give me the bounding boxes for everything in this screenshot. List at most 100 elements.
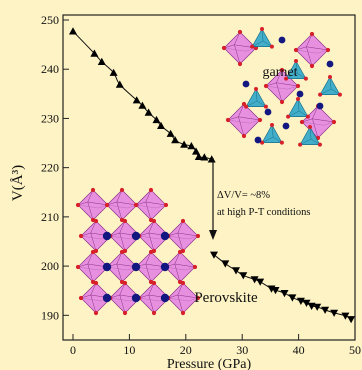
oxygen-atom: [286, 114, 291, 119]
x-tick-label: 30: [236, 343, 248, 357]
garnet-data-point: [132, 96, 141, 104]
perovskite-data-point: [313, 303, 322, 311]
polyhedron-edge: [77, 201, 109, 206]
polyhedron-edge: [106, 201, 138, 206]
oxygen-atom: [93, 218, 99, 224]
polyhedron-edge: [245, 100, 258, 107]
perovskite-data-point: [221, 260, 230, 268]
oxygen-atom: [104, 202, 110, 208]
oxygen-atom: [254, 87, 258, 91]
garnet-data-point: [97, 57, 106, 65]
polyhedron: [299, 126, 321, 145]
cation-atom: [160, 262, 170, 272]
oxygen-atom: [309, 63, 315, 69]
polyhedron-edge: [285, 72, 298, 79]
oxygen-atom: [90, 187, 96, 193]
perovskite-data-point: [271, 287, 280, 295]
oxygen-atom: [151, 310, 157, 316]
y-tick-label: 210: [41, 210, 59, 224]
oxygen-atom: [119, 187, 125, 193]
garnet-data-point: [115, 80, 124, 88]
cation-atom: [131, 262, 141, 272]
oxygen-atom: [303, 76, 308, 81]
y-tick-label: 200: [41, 259, 59, 273]
perovskite-data-point: [302, 299, 311, 307]
garnet-data-point: [194, 152, 203, 160]
oxygen-atom: [195, 295, 201, 301]
polyhedron-edge: [301, 118, 335, 123]
y-axis-title: V(Å³): [10, 165, 26, 201]
oxygen-atom: [244, 104, 249, 109]
cation-atom: [131, 231, 141, 241]
oxygen-atom: [221, 45, 227, 51]
polyhedron-edge: [227, 119, 261, 124]
oxygen-atom: [263, 83, 269, 89]
oxygen-atom: [253, 45, 259, 51]
polyhedron: [135, 189, 167, 221]
x-tick-label: 50: [349, 343, 361, 357]
oxygen-atom: [122, 310, 128, 316]
oxygen-atom: [299, 119, 305, 125]
garnet-data-point: [192, 147, 200, 155]
oxygen-atom: [133, 202, 139, 208]
garnet-data-point: [166, 129, 175, 137]
cation-atom: [254, 136, 262, 144]
perovskite-structure-image: [75, 187, 201, 316]
y-tick-label: 190: [41, 308, 59, 322]
oxygen-atom: [177, 249, 183, 255]
garnet-data-point: [144, 108, 153, 116]
polyhedron-edge: [167, 294, 199, 299]
perovskite-data-point: [210, 251, 218, 259]
garnet-data-point: [171, 136, 180, 144]
cation-atom: [296, 90, 304, 98]
polyhedron-edge: [295, 49, 329, 54]
oxygen-atom: [75, 202, 81, 208]
garnet-data-point: [180, 140, 189, 148]
oxygen-atom: [337, 92, 342, 97]
polyhedron-edge: [164, 266, 196, 271]
garnet-data-point: [157, 121, 165, 129]
oxygen-atom: [284, 76, 289, 81]
x-tick-label: 10: [123, 343, 135, 357]
polyhedron: [167, 220, 199, 252]
cation-atom: [282, 122, 290, 130]
polyhedron-edge: [265, 82, 299, 87]
oxygen-atom: [331, 119, 337, 125]
oxygen-atom: [151, 218, 157, 224]
oxygen-atom: [294, 59, 298, 63]
cation-atom: [242, 80, 250, 88]
garnet-data-point: [90, 49, 99, 57]
perovskite-data-point: [280, 290, 289, 298]
oxygen-atom: [180, 280, 186, 286]
oxygen-atom: [78, 295, 84, 301]
cation-atom: [102, 262, 112, 272]
cation-atom: [278, 36, 286, 44]
oxygen-atom: [151, 280, 157, 286]
polyhedron-edge: [223, 44, 257, 49]
polyhedron-edge: [261, 136, 274, 143]
oxygen-atom: [269, 44, 274, 49]
polyhedron: [287, 98, 309, 117]
oxygen-atom: [317, 142, 322, 147]
polyhedron-edge: [265, 85, 299, 90]
garnet-data-point: [138, 101, 147, 109]
polyhedron: [106, 189, 138, 221]
polyhedron: [251, 28, 273, 47]
x-tick-label: 0: [70, 343, 76, 357]
polyhedron-edge: [299, 138, 312, 145]
perovskite-data-point: [341, 312, 350, 320]
oxygen-atom: [295, 83, 301, 89]
y-tick-label: 250: [41, 13, 59, 27]
polyhedron: [164, 251, 196, 283]
polyhedron: [77, 189, 109, 221]
polyhedron-edge: [167, 232, 199, 237]
polyhedron: [245, 88, 267, 107]
oxygen-atom: [318, 92, 323, 97]
oxygen-atom: [78, 233, 84, 239]
polyhedron-edge: [167, 297, 199, 302]
perovskite-data-point: [288, 294, 297, 302]
oxygen-atom: [260, 27, 264, 31]
perovskite-data-point: [307, 302, 316, 310]
oxygen-atom: [279, 140, 284, 145]
polyhedron-edge: [295, 46, 329, 51]
